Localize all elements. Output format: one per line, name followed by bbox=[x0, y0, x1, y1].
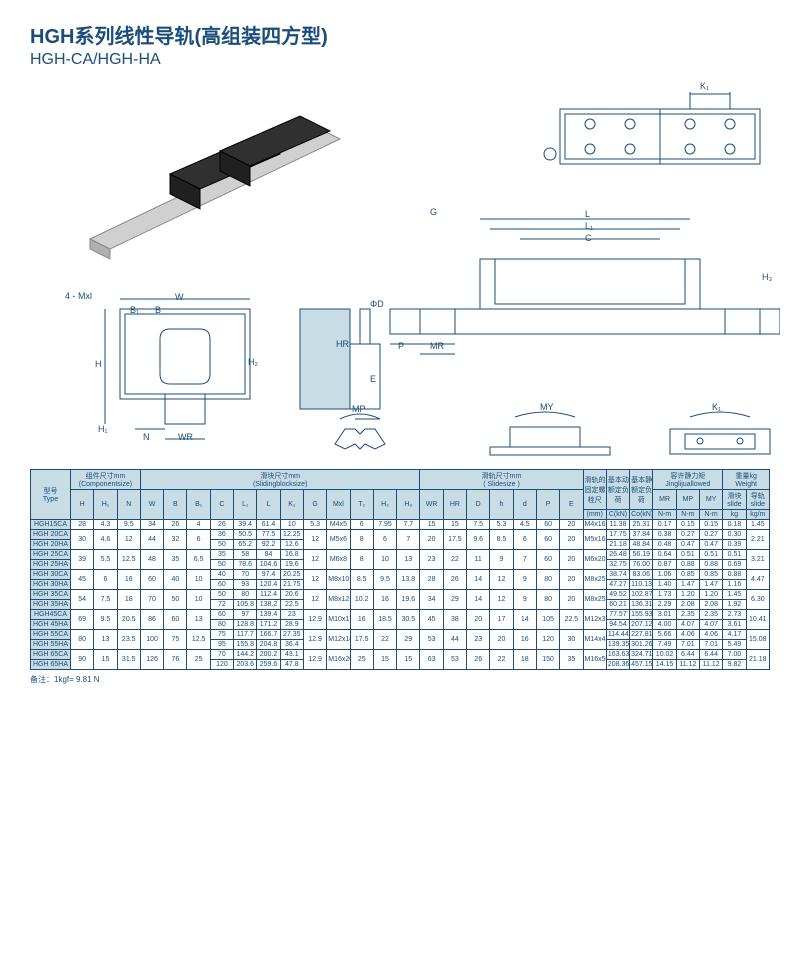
moment-my-icon bbox=[650, 409, 790, 459]
dim-c: C bbox=[585, 233, 592, 243]
diagram-product-iso bbox=[70, 99, 350, 269]
moment-mr-icon bbox=[310, 409, 410, 459]
dim-phid2: E bbox=[370, 374, 376, 384]
dim-h2: H₂ bbox=[248, 357, 258, 367]
spec-table: 型号Type 组件尺寸mm(Componentsize) 滑块尺寸mm(Slid… bbox=[30, 469, 770, 670]
footnote: 备注：1kgf= 9.81 N bbox=[30, 674, 770, 685]
dim-h3: H₃ bbox=[762, 272, 772, 282]
dim-b: B bbox=[155, 305, 161, 315]
title-chinese: HGH系列线性导轨(高组装四方型) bbox=[30, 20, 770, 49]
dim-l: L bbox=[585, 209, 590, 219]
diagram-top-block bbox=[530, 89, 780, 179]
dim-n: N bbox=[143, 432, 150, 442]
dim-mr: MP bbox=[352, 404, 366, 414]
dim-k1: K₁ bbox=[700, 81, 709, 91]
dim-b1: B₁ bbox=[130, 305, 139, 315]
dim-phid: ΦD bbox=[370, 299, 384, 309]
dim-mp: MY bbox=[540, 402, 554, 412]
dim-mxl: 4 - Mxl bbox=[65, 291, 92, 301]
dim-e: P bbox=[398, 341, 404, 351]
spec-tbody: HGH15CA284.39.5342642639.461.4105.3M4x56… bbox=[31, 520, 770, 670]
title-english: HGH-CA/HGH-HA bbox=[30, 51, 770, 69]
dim-my: K₁ bbox=[712, 402, 721, 412]
diagram-area: K₁ L L₁ C G P MR H₃ bbox=[30, 79, 770, 459]
dim-h1: H₁ bbox=[98, 424, 108, 434]
dim-g: G bbox=[430, 207, 437, 217]
dim-l1: L₁ bbox=[585, 221, 593, 231]
dim-hr: HR bbox=[336, 339, 349, 349]
dim-wr: WR bbox=[178, 432, 193, 442]
dim-w: W bbox=[175, 292, 184, 302]
dim-p: MR bbox=[430, 341, 444, 351]
dim-h: H bbox=[95, 359, 102, 369]
moment-mp-icon bbox=[480, 409, 620, 459]
spec-thead: 型号Type 组件尺寸mm(Componentsize) 滑块尺寸mm(Slid… bbox=[31, 470, 770, 520]
